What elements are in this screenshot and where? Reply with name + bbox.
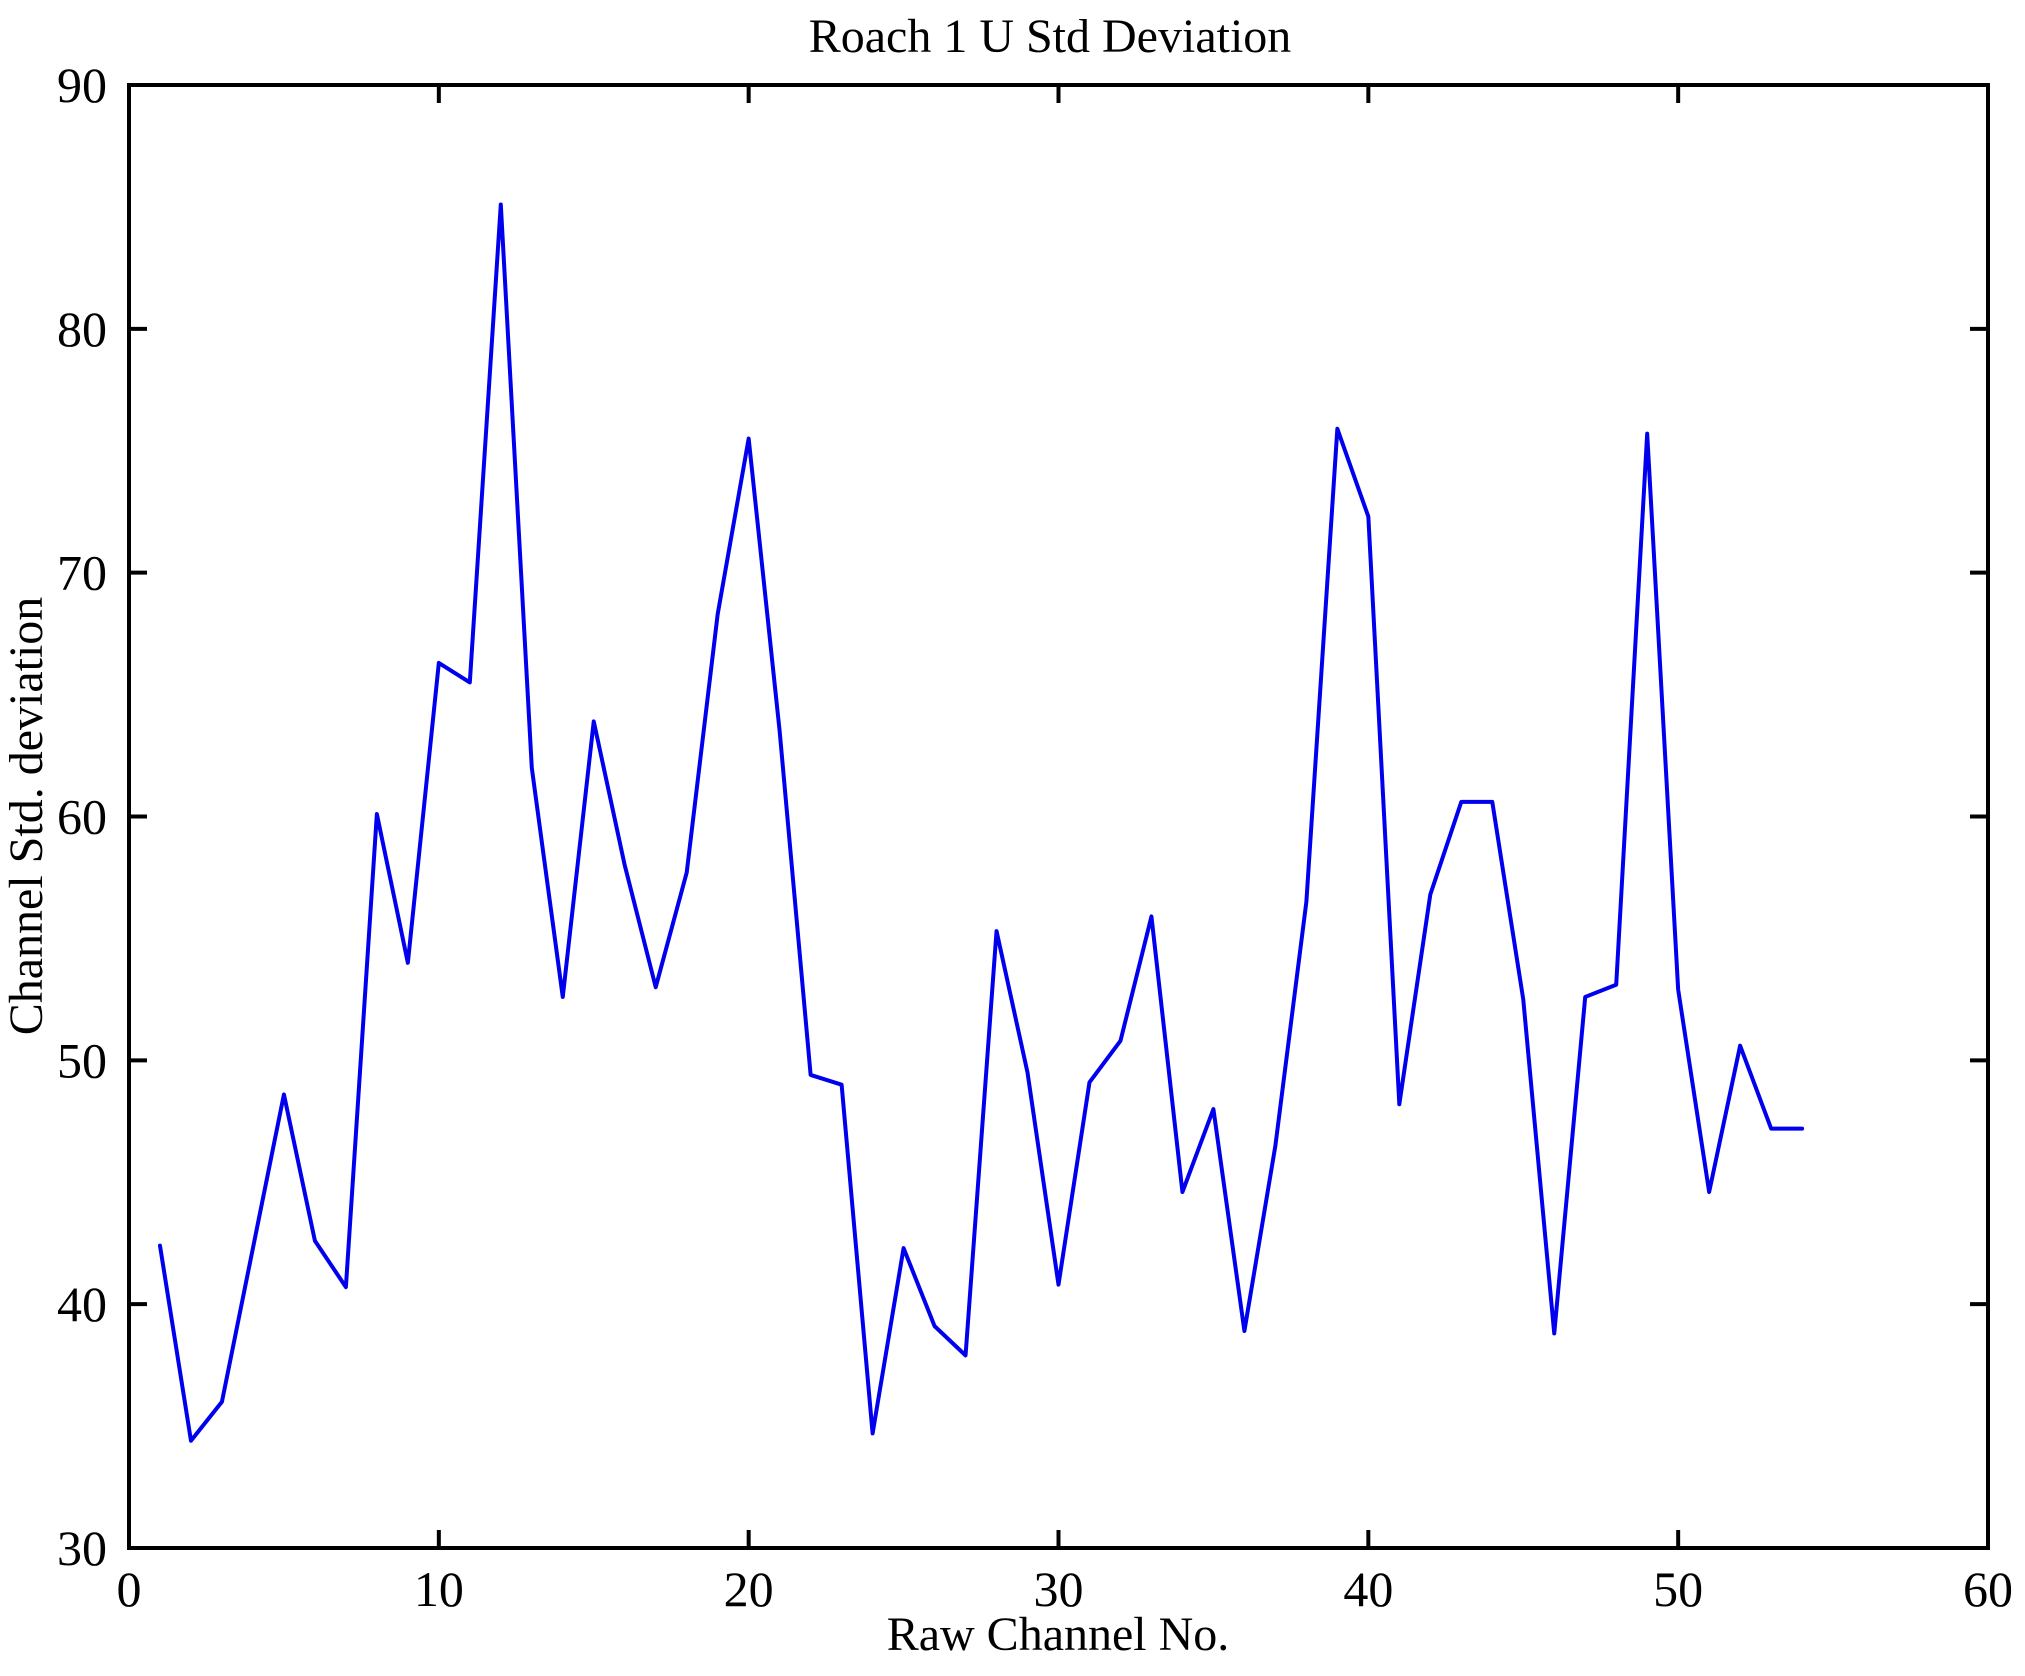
x-tick-label: 0 — [117, 1561, 142, 1617]
x-tick-label: 40 — [1343, 1561, 1393, 1617]
data-line — [157, 202, 1805, 1443]
axis-frame — [127, 83, 1990, 1550]
y-axis-label: Channel Std. deviation — [0, 597, 53, 1036]
x-tick-label: 30 — [1034, 1561, 1084, 1617]
y-tick-label: 50 — [57, 1032, 107, 1088]
y-tick-label: 80 — [57, 301, 107, 357]
y-tick-label: 40 — [57, 1276, 107, 1332]
chart-title: Roach 1 U Std Deviation — [809, 10, 1292, 63]
x-tick-label: 60 — [1963, 1561, 2013, 1617]
y-tick-label: 30 — [57, 1520, 107, 1576]
plot-box — [127, 83, 1990, 1550]
y-tick-label: 70 — [57, 545, 107, 601]
y-tick-label: 60 — [57, 789, 107, 845]
x-tick-label: 10 — [414, 1561, 464, 1617]
y-tick-label: 90 — [57, 57, 107, 113]
tick-labels: 0 10 20 30 40 50 60 30 40 50 60 70 80 90 — [57, 57, 2013, 1617]
x-tick-label: 50 — [1653, 1561, 1703, 1617]
x-tick-label: 20 — [724, 1561, 774, 1617]
x-axis-label: Raw Channel No. — [887, 1608, 1230, 1661]
